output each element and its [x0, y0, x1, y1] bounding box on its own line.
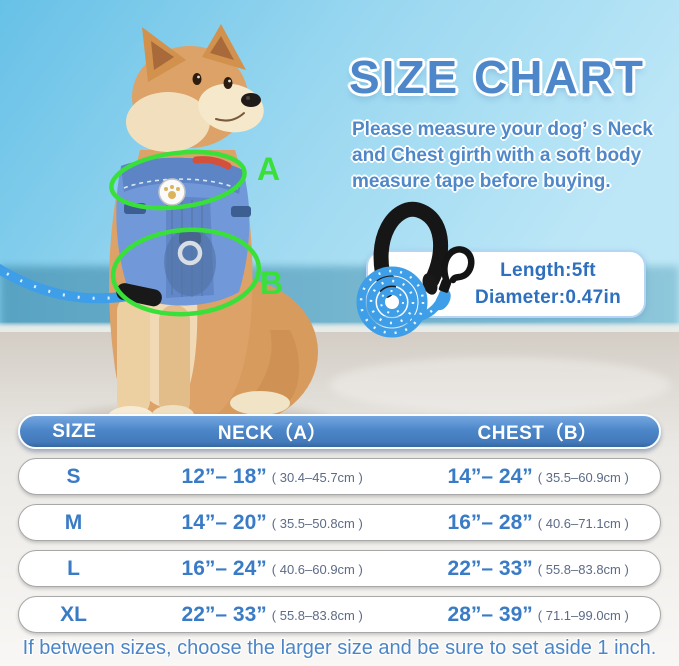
dog-harness: [116, 156, 251, 306]
chest-cm: ( 71.1–99.0cm ): [537, 608, 629, 623]
neck-cell: 22”– 33” ( 55.8–83.8cm ): [128, 603, 416, 627]
leash-clasp: [435, 246, 475, 311]
dog-eye: [192, 73, 202, 85]
neck-inches: 12”– 18”: [181, 464, 267, 488]
table-row-l: L 16”– 24” ( 40.6–60.9cm ) 22”– 33” ( 55…: [18, 550, 661, 587]
neck-cell: 14”– 20” ( 35.5–50.8cm ): [128, 511, 416, 535]
chest-cm: ( 40.6–71.1cm ): [537, 516, 629, 531]
instruction-line: measure tape before buying.: [352, 171, 611, 192]
clasp-hook: [441, 246, 475, 286]
size-chart-table: SIZE NECK（A） CHEST（B） S 12”– 18” ( 30.4–…: [18, 414, 661, 633]
dog-hind-paw: [230, 391, 290, 415]
header-cell-neck: NECK（A）: [217, 423, 327, 444]
table-row-m: M 14”– 20” ( 35.5–50.8cm ) 16”– 28” ( 40…: [18, 504, 661, 541]
measure-marks: A B: [109, 149, 283, 317]
dog-front-leg: [159, 305, 190, 417]
neck-measure-ellipse: [109, 149, 247, 211]
page-title: SIZE CHART: [349, 51, 645, 103]
neck-cm: ( 30.4–45.7cm ): [271, 470, 363, 485]
leash-length: Length:5ft: [500, 260, 596, 281]
neck-inches: 14”– 20”: [181, 510, 267, 534]
chest-measure-ellipse: [110, 227, 262, 317]
neck-measure-label: A: [257, 151, 280, 187]
chest-measure-label: B: [260, 265, 283, 301]
neck-cell: 16”– 24” ( 40.6–60.9cm ): [128, 557, 416, 581]
leash-handle: [373, 201, 449, 295]
size-cell: XL: [60, 602, 87, 626]
dog-mouth: [215, 112, 245, 122]
size-cell: S: [66, 464, 81, 488]
chest-cell: 28”– 39” ( 71.1–99.0cm ): [416, 603, 660, 627]
table-header-row: SIZE NECK（A） CHEST（B）: [18, 414, 661, 449]
dog-nose: [241, 93, 261, 107]
neck-inches: 16”– 24”: [181, 556, 267, 580]
chest-inches: 28”– 39”: [447, 602, 533, 626]
red-collar: [192, 156, 232, 170]
neck-cm: ( 55.8–83.8cm ): [271, 608, 363, 623]
measuring-instructions: Please measure your dog’ s Neck and Ches…: [352, 117, 657, 195]
instruction-line: and Chest girth with a soft body: [352, 145, 642, 166]
chest-inches: 16”– 28”: [447, 510, 533, 534]
leash-coil: [356, 266, 428, 338]
chest-cm: ( 35.5–60.9cm ): [537, 470, 629, 485]
neck-cm: ( 40.6–60.9cm ): [271, 562, 363, 577]
harness-buckle: [231, 206, 251, 217]
harness-d-ring: [177, 240, 203, 266]
header-cell-chest: CHEST（B）: [477, 423, 598, 444]
sizing-advice-note: If between sizes, choose the larger size…: [22, 637, 657, 659]
neck-cm: ( 35.5–50.8cm ): [271, 516, 363, 531]
dog-front-leg: [117, 295, 150, 417]
chest-cell: 14”– 24” ( 35.5–60.9cm ): [416, 465, 660, 489]
chest-inches: 22”– 33”: [447, 556, 533, 580]
header-cell-size: SIZE: [52, 420, 97, 442]
neck-cell: 12”– 18” ( 30.4–45.7cm ): [128, 465, 416, 489]
table-row-s: S 12”– 18” ( 30.4–45.7cm ) 14”– 24” ( 35…: [18, 458, 661, 495]
chest-cm: ( 55.8–83.8cm ): [537, 562, 629, 577]
leash-product-image: [356, 201, 475, 338]
size-cell: L: [67, 556, 80, 580]
chest-cell: 22”– 33” ( 55.8–83.8cm ): [416, 557, 660, 581]
size-cell: M: [64, 510, 83, 534]
dog-eye: [223, 77, 233, 89]
sand-highlight: [330, 357, 670, 413]
chest-cell: 16”– 28” ( 40.6–71.1cm ): [416, 511, 660, 535]
chest-inches: 14”– 24”: [447, 464, 533, 488]
neck-inches: 22”– 33”: [181, 602, 267, 626]
leash-diameter: Diameter:0.47in: [474, 287, 621, 308]
table-row-xl: XL 22”– 33” ( 55.8–83.8cm ) 28”– 39” ( 7…: [18, 596, 661, 633]
instruction-line: Please measure your dog’ s Neck: [352, 119, 653, 140]
